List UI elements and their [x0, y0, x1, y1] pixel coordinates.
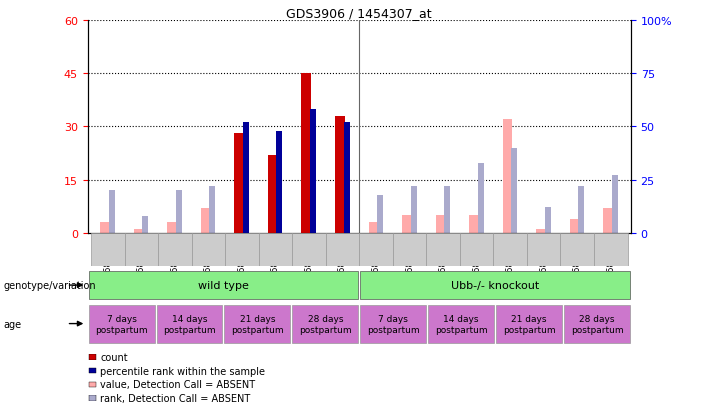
Bar	[436, 216, 445, 233]
Bar	[444, 187, 450, 233]
Bar	[545, 208, 551, 233]
Bar	[259, 233, 292, 266]
Bar	[335, 116, 345, 233]
Text: Ubb-/- knockout: Ubb-/- knockout	[451, 280, 539, 290]
Bar	[91, 233, 125, 266]
Bar	[594, 233, 627, 266]
Bar	[100, 223, 110, 233]
Bar	[142, 216, 149, 233]
Bar	[369, 223, 378, 233]
Bar	[511, 148, 517, 233]
Bar	[88, 355, 96, 360]
Title: GDS3906 / 1454307_at: GDS3906 / 1454307_at	[287, 7, 432, 19]
Bar	[88, 271, 358, 299]
Bar	[134, 230, 143, 233]
Bar	[578, 187, 585, 233]
Bar	[561, 233, 594, 266]
Text: value, Detection Call = ABSENT: value, Detection Call = ABSENT	[100, 380, 255, 389]
Bar	[243, 123, 249, 233]
Text: rank, Detection Call = ABSENT: rank, Detection Call = ABSENT	[100, 393, 250, 403]
Text: 28 days
postpartum: 28 days postpartum	[571, 315, 623, 334]
Bar	[310, 110, 316, 233]
Text: 14 days
postpartum: 14 days postpartum	[435, 315, 487, 334]
Bar	[326, 233, 360, 266]
Bar	[343, 123, 350, 233]
Text: 21 days
postpartum: 21 days postpartum	[503, 315, 555, 334]
Bar	[268, 155, 278, 233]
Bar	[503, 120, 512, 233]
Bar	[360, 271, 630, 299]
Bar	[158, 233, 191, 266]
Bar	[88, 382, 96, 387]
Bar	[88, 368, 96, 373]
Text: 7 days
postpartum: 7 days postpartum	[95, 315, 148, 334]
Bar	[359, 233, 393, 266]
Bar	[201, 209, 210, 233]
Bar	[496, 305, 562, 343]
Bar	[428, 305, 494, 343]
Bar	[402, 216, 411, 233]
Bar	[494, 233, 527, 266]
Bar	[527, 233, 561, 266]
Bar	[88, 396, 96, 401]
Bar	[612, 176, 618, 233]
Text: age: age	[4, 319, 22, 329]
Bar	[426, 233, 460, 266]
Bar	[109, 191, 115, 233]
Bar	[191, 233, 225, 266]
Text: 7 days
postpartum: 7 days postpartum	[367, 315, 419, 334]
Text: genotype/variation: genotype/variation	[4, 281, 96, 291]
Bar	[276, 131, 283, 233]
Bar	[268, 219, 278, 233]
Bar	[234, 134, 244, 233]
Bar	[125, 233, 158, 266]
Bar	[210, 187, 215, 233]
Text: percentile rank within the sample: percentile rank within the sample	[100, 366, 265, 376]
Bar	[604, 209, 613, 233]
Bar	[301, 74, 311, 233]
Bar	[469, 216, 479, 233]
Bar	[88, 305, 154, 343]
Text: 28 days
postpartum: 28 days postpartum	[299, 315, 352, 334]
Bar	[536, 230, 545, 233]
Bar	[292, 233, 326, 266]
Bar	[156, 305, 222, 343]
Text: 14 days
postpartum: 14 days postpartum	[163, 315, 216, 334]
Bar	[564, 305, 630, 343]
Bar	[225, 233, 259, 266]
Bar	[377, 195, 383, 233]
Bar	[460, 233, 494, 266]
Bar	[301, 219, 311, 233]
Bar	[477, 163, 484, 233]
Text: 21 days
postpartum: 21 days postpartum	[231, 315, 284, 334]
Bar	[168, 223, 177, 233]
Text: count: count	[100, 352, 128, 362]
Bar	[224, 305, 290, 343]
Bar	[393, 233, 426, 266]
Bar	[292, 305, 358, 343]
Bar	[335, 223, 344, 233]
Bar	[570, 219, 579, 233]
Bar	[176, 191, 182, 233]
Bar	[411, 187, 416, 233]
Text: wild type: wild type	[198, 280, 249, 290]
Bar	[360, 305, 426, 343]
